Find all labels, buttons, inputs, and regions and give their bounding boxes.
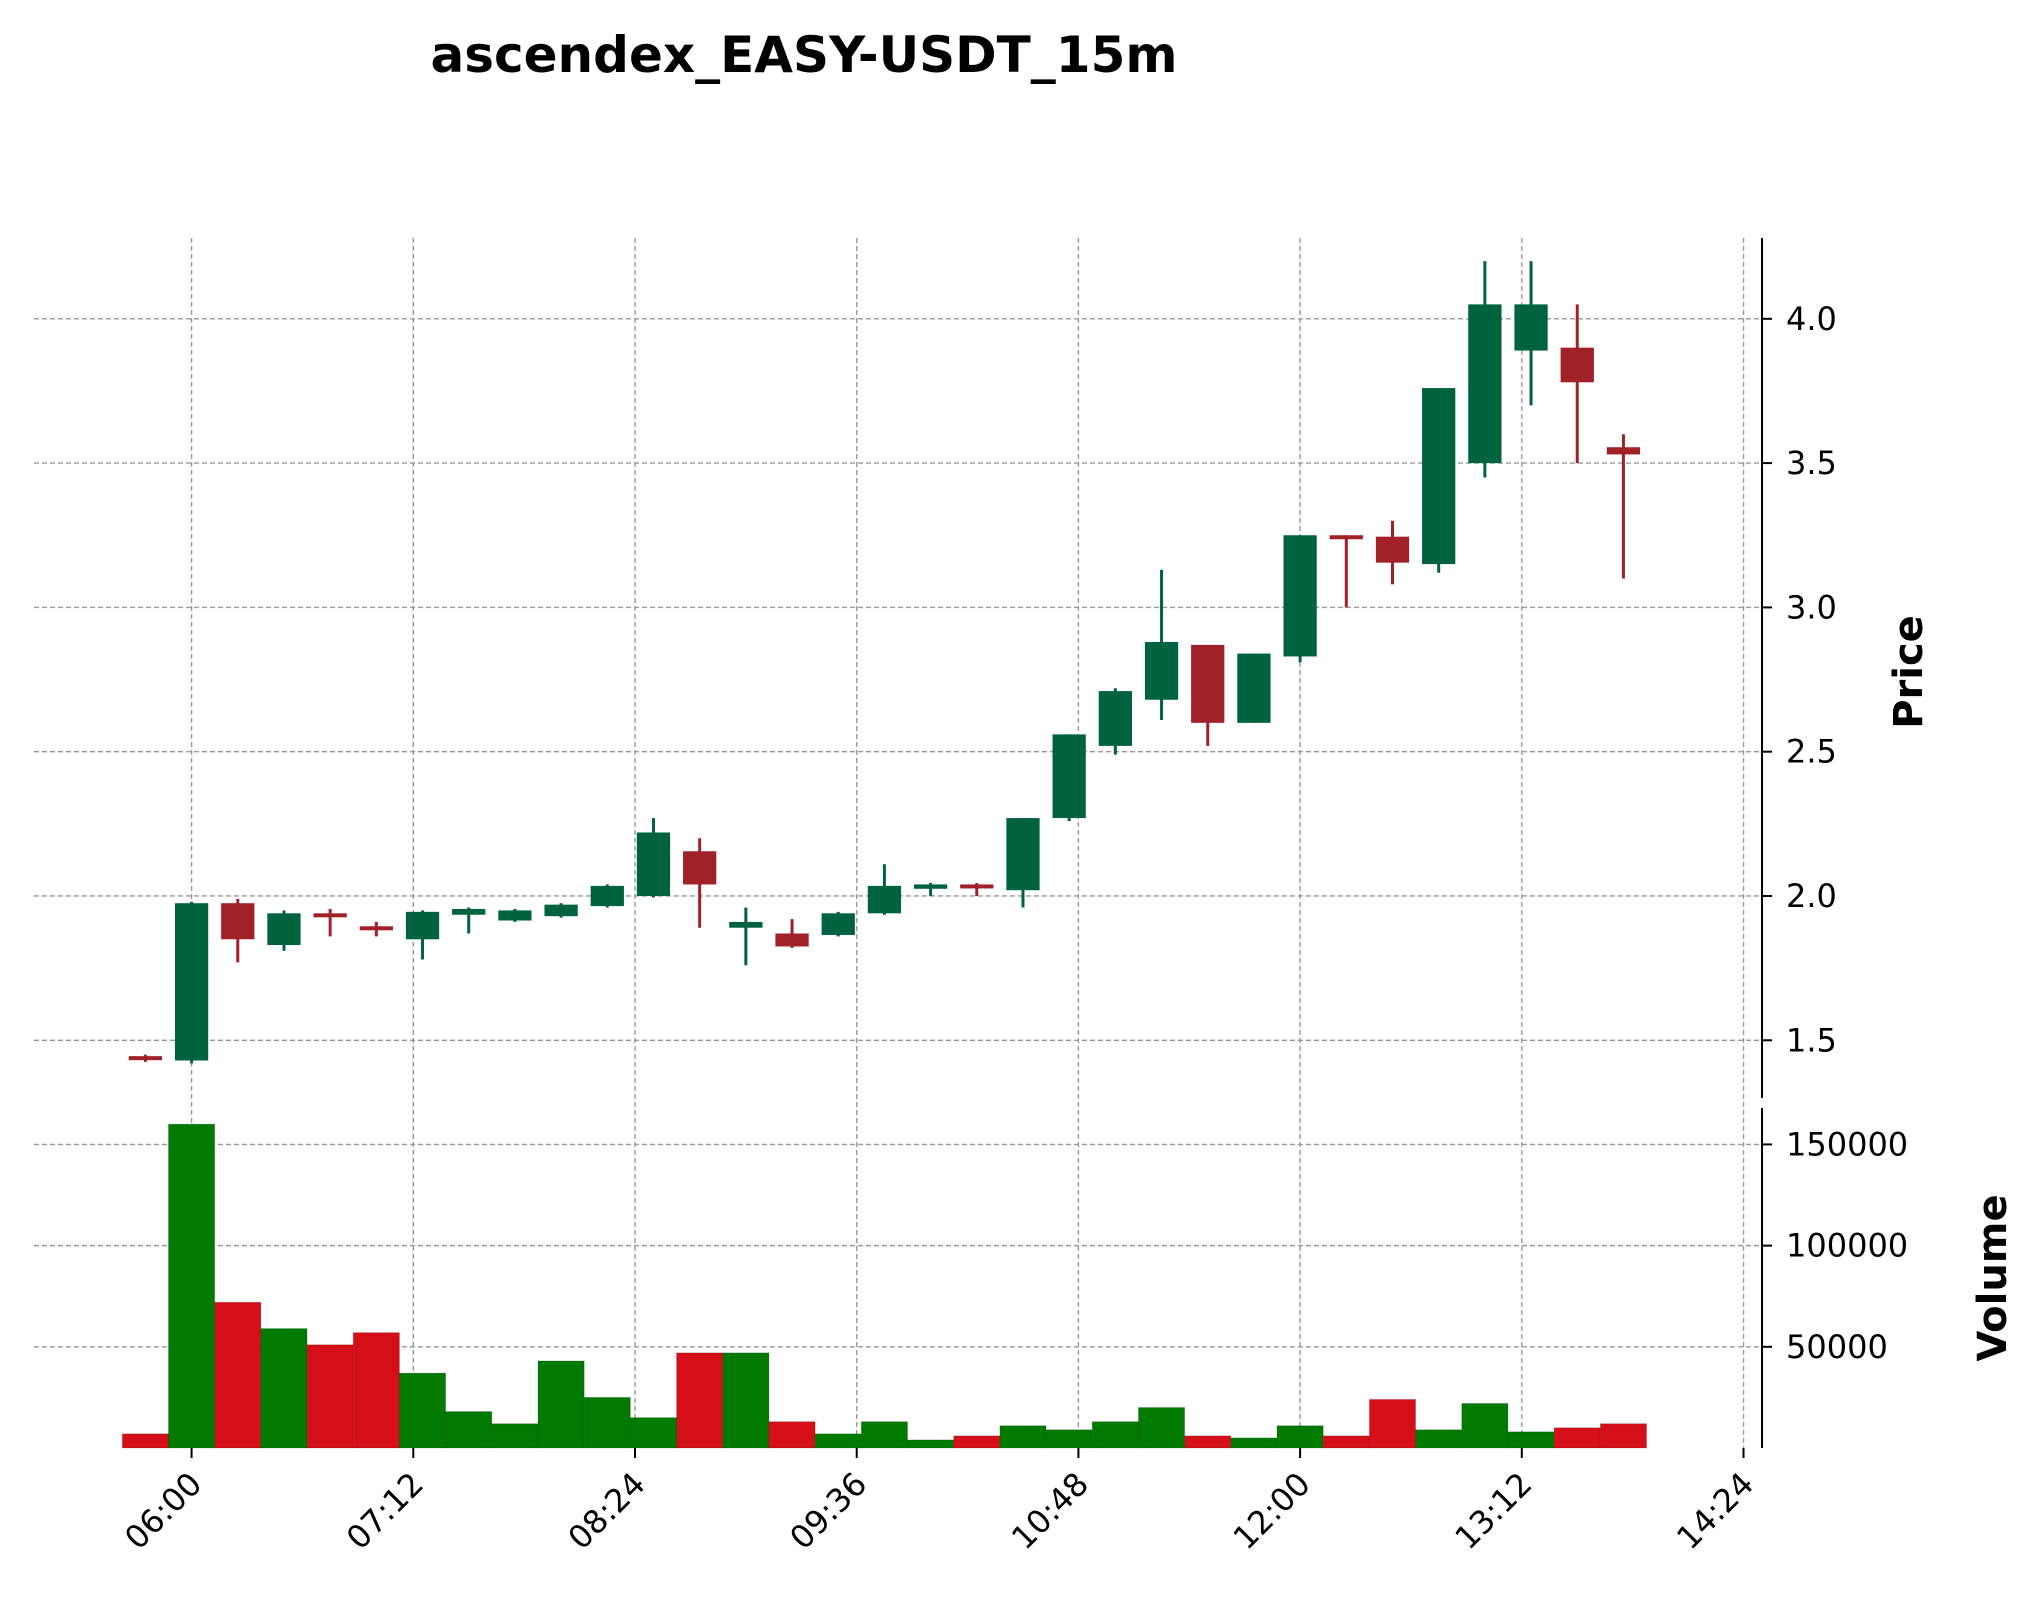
candle-body	[1052, 734, 1086, 819]
candle-body	[452, 908, 486, 915]
candle-body	[1098, 691, 1132, 746]
volume-bar	[999, 1425, 1047, 1449]
x-tick-label: 08:24	[561, 1465, 653, 1557]
volume-bar	[167, 1123, 216, 1449]
candle-body	[1422, 388, 1456, 565]
volume-bar	[1368, 1398, 1417, 1449]
volume-bar	[860, 1421, 909, 1449]
x-tick-label: 13:12	[1447, 1465, 1539, 1557]
volume-bar	[214, 1301, 262, 1449]
volume-bar	[583, 1396, 631, 1449]
volume-bar	[1045, 1429, 1093, 1449]
volume-bar	[398, 1372, 447, 1449]
chart-title: ascendex_EASY-USDT_15m	[431, 26, 1178, 84]
volume-tick-label: 100000	[1786, 1227, 1908, 1265]
candle-body	[960, 884, 994, 889]
candle-body	[636, 832, 671, 896]
x-tick-label: 06:00	[117, 1465, 209, 1557]
volume-bar	[445, 1411, 493, 1449]
volume-bar	[953, 1435, 1001, 1449]
volume-bar	[1415, 1429, 1463, 1449]
candle-body	[1237, 653, 1271, 723]
volume-bar	[907, 1439, 955, 1449]
candle-body	[1329, 535, 1363, 540]
volume-tick-label: 50000	[1786, 1328, 1888, 1366]
volume-bar	[1137, 1407, 1186, 1449]
volume-bar	[722, 1352, 770, 1449]
candle-body	[1006, 818, 1040, 891]
volume-bar	[1322, 1435, 1370, 1449]
candle-body	[1144, 642, 1179, 700]
volume-bar	[491, 1423, 539, 1449]
candle-body	[1514, 304, 1548, 351]
candle-body	[174, 903, 209, 1061]
candle-body	[683, 851, 717, 885]
price-axis-label: Price	[1886, 615, 1932, 729]
candle-body	[1283, 535, 1317, 657]
volume-bar	[768, 1421, 816, 1449]
volume-bar	[1461, 1402, 1509, 1449]
candle-body	[359, 926, 393, 931]
volume-bar	[537, 1360, 585, 1449]
volume-bar	[1091, 1421, 1139, 1449]
x-tick-label: 14:24	[1669, 1465, 1761, 1557]
volume-bar	[306, 1344, 354, 1449]
volume-bar	[629, 1417, 678, 1449]
price-tick-label: 1.5	[1786, 1021, 1837, 1059]
candle-body	[128, 1056, 163, 1061]
volume-bar	[1230, 1437, 1278, 1449]
volume-bar	[814, 1433, 862, 1449]
price-tick-label: 4.0	[1786, 300, 1837, 338]
volume-bars	[121, 1123, 1648, 1449]
candle-body	[313, 913, 347, 918]
x-tick-label: 12:00	[1226, 1465, 1318, 1557]
candle-body	[267, 913, 301, 946]
candle-body	[775, 933, 809, 947]
grid-layer	[34, 238, 1762, 1448]
price-tick-label: 2.0	[1786, 877, 1837, 915]
candle-body	[729, 921, 763, 928]
candle-body	[405, 911, 440, 940]
candle-body	[590, 885, 624, 907]
x-tick-label: 07:12	[339, 1465, 431, 1557]
candle-body	[498, 910, 532, 921]
price-tick-label: 2.5	[1786, 733, 1837, 771]
volume-bar	[1507, 1431, 1555, 1449]
candle-body	[544, 904, 578, 917]
volume-bar	[1553, 1427, 1601, 1449]
candle-body	[1560, 347, 1594, 383]
price-tick-label: 3.5	[1786, 444, 1837, 482]
volume-bar	[352, 1332, 400, 1449]
candle-body	[1191, 644, 1225, 723]
volume-bar	[1276, 1425, 1324, 1449]
volume-tick-label: 150000	[1786, 1125, 1908, 1163]
candle-body	[1606, 447, 1641, 455]
volume-bar	[1184, 1435, 1232, 1449]
price-tick-label: 3.0	[1786, 588, 1837, 626]
volume-axis-label: Volume	[1970, 1194, 2016, 1361]
candle-body	[867, 885, 902, 914]
volume-bar	[260, 1328, 308, 1449]
candle-body	[1468, 304, 1502, 464]
volume-bar	[121, 1433, 169, 1449]
candle-body	[1375, 536, 1410, 563]
candle-body	[821, 913, 855, 935]
candle-body	[913, 884, 948, 889]
price-candles	[128, 261, 1641, 1064]
candle-body	[221, 903, 255, 940]
x-tick-label: 09:36	[782, 1465, 874, 1557]
volume-bar	[1599, 1423, 1648, 1449]
volume-bar	[676, 1352, 724, 1449]
x-tick-label: 10:48	[1004, 1465, 1096, 1557]
